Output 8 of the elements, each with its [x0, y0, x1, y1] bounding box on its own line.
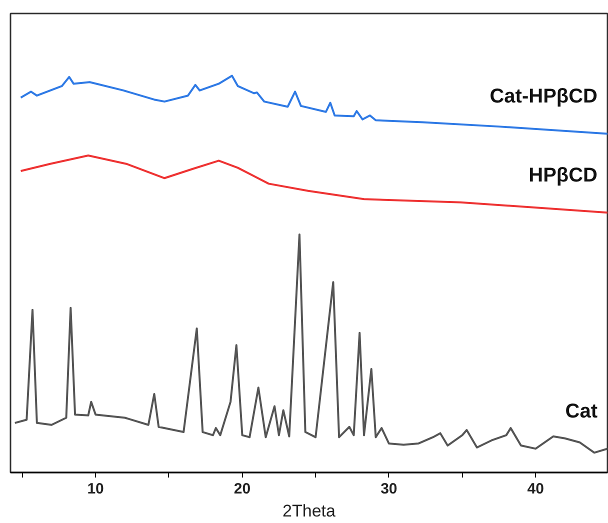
x-tick-label: 40 — [527, 480, 544, 498]
x-tick-label: 20 — [234, 480, 251, 498]
series-label: Cat-HPβCD — [490, 86, 598, 108]
series-label: Cat — [565, 400, 598, 423]
x-axis-title: 2Theta — [282, 502, 336, 520]
series-label: HPβCD — [528, 164, 598, 187]
x-tick-label: 30 — [380, 480, 398, 498]
x-tick-label: 10 — [87, 480, 104, 498]
